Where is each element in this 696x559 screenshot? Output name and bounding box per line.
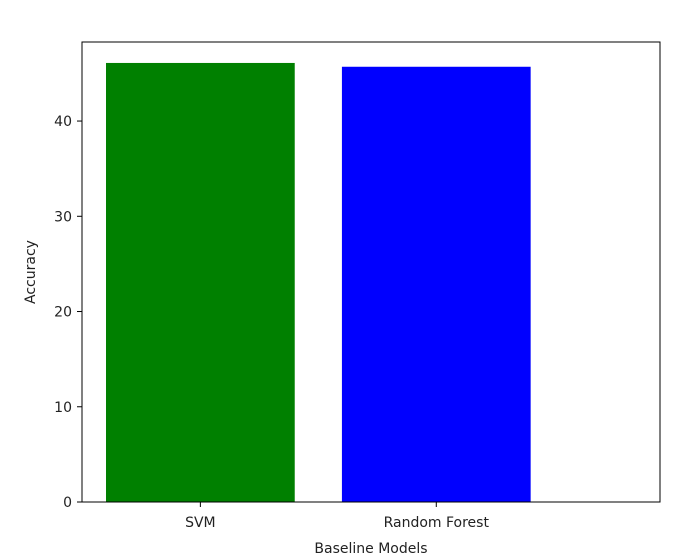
y-tick-label: 20 (54, 305, 72, 321)
y-tick-label: 40 (54, 114, 72, 130)
x-tick-label: SVM (185, 515, 216, 531)
y-axis-ticks: 0 10 20 30 40 (54, 114, 82, 511)
y-tick-label: 30 (54, 209, 72, 225)
plot-frame (81, 41, 661, 503)
x-axis-ticks: SVM Random Forest (185, 502, 489, 531)
bar-svm (106, 62, 295, 502)
y-tick-label: 0 (63, 495, 72, 511)
bar-random-forest (341, 66, 531, 502)
x-tick-label: Random Forest (384, 515, 490, 531)
y-axis-label: Accuracy (23, 240, 39, 304)
x-axis-label: Baseline Models (314, 541, 427, 557)
bars-group (106, 62, 531, 502)
y-tick-label: 10 (54, 400, 72, 416)
